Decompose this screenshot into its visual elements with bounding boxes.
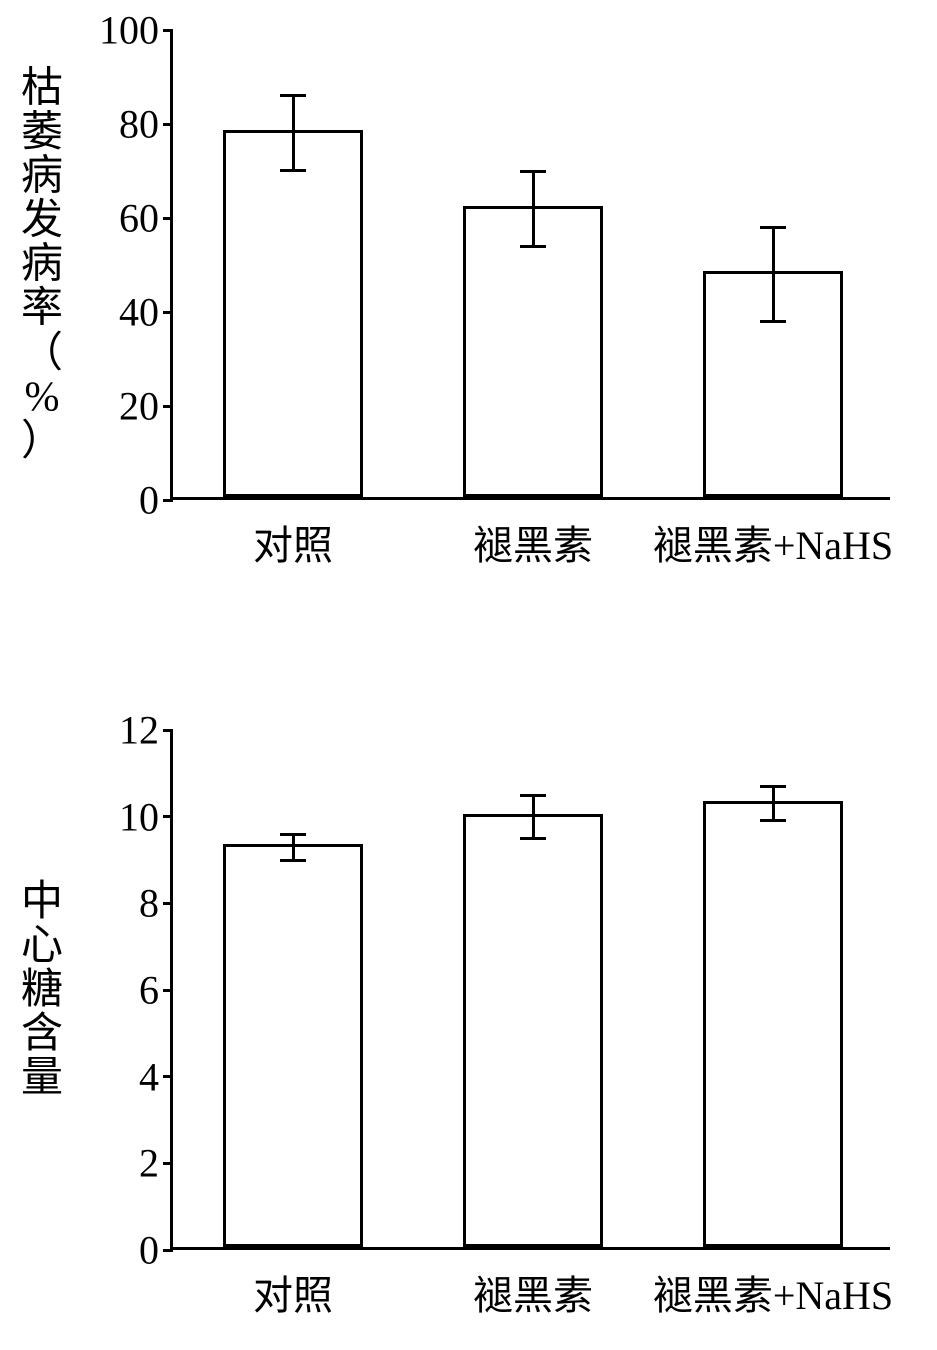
y-tick-label: 0 <box>139 477 159 524</box>
y-axis-label: 枯萎病发病率（%） <box>18 67 66 464</box>
y-tick <box>163 217 173 220</box>
y-tick-label: 60 <box>119 195 159 242</box>
x-tick-label: 褪黑素+NaHS <box>653 513 893 571</box>
bar <box>463 206 602 497</box>
y-tick <box>163 902 173 905</box>
y-tick <box>163 1162 173 1165</box>
y-tick <box>163 989 173 992</box>
x-tick-label: 对照 <box>253 1263 333 1321</box>
y-tick-label: 100 <box>99 7 159 54</box>
y-tick <box>163 29 173 32</box>
bar <box>463 814 602 1247</box>
plot-area-top: 020406080100对照褪黑素褪黑素+NaHS <box>170 30 890 500</box>
bar <box>703 271 842 497</box>
x-tick-label: 褪黑素 <box>473 1263 593 1321</box>
x-tick-label: 褪黑素 <box>473 513 593 571</box>
y-tick <box>163 729 173 732</box>
y-tick-label: 10 <box>119 793 159 840</box>
y-tick <box>163 815 173 818</box>
y-tick-label: 8 <box>139 880 159 927</box>
y-tick <box>163 123 173 126</box>
y-tick <box>163 311 173 314</box>
y-tick-label: 4 <box>139 1053 159 1100</box>
y-tick-label: 20 <box>119 383 159 430</box>
y-tick-label: 80 <box>119 101 159 148</box>
bar <box>703 801 842 1247</box>
x-tick-label: 褪黑素+NaHS <box>653 1263 893 1321</box>
y-tick-label: 6 <box>139 967 159 1014</box>
plot-area-bottom: 024681012对照褪黑素褪黑素+NaHS <box>170 730 890 1250</box>
y-tick-label: 2 <box>139 1140 159 1187</box>
y-tick <box>163 499 173 502</box>
bar <box>223 844 362 1247</box>
x-tick-label: 对照 <box>253 513 333 571</box>
bar <box>223 130 362 497</box>
y-tick-label: 40 <box>119 289 159 336</box>
y-axis-label: 中心糖含量 <box>18 880 66 1100</box>
figure: 枯萎病发病率（%） 020406080100对照褪黑素褪黑素+NaHS 中心糖含… <box>0 0 937 1350</box>
y-tick-label: 0 <box>139 1227 159 1274</box>
y-tick <box>163 405 173 408</box>
y-tick <box>163 1249 173 1252</box>
y-tick <box>163 1075 173 1078</box>
y-tick-label: 12 <box>119 707 159 754</box>
